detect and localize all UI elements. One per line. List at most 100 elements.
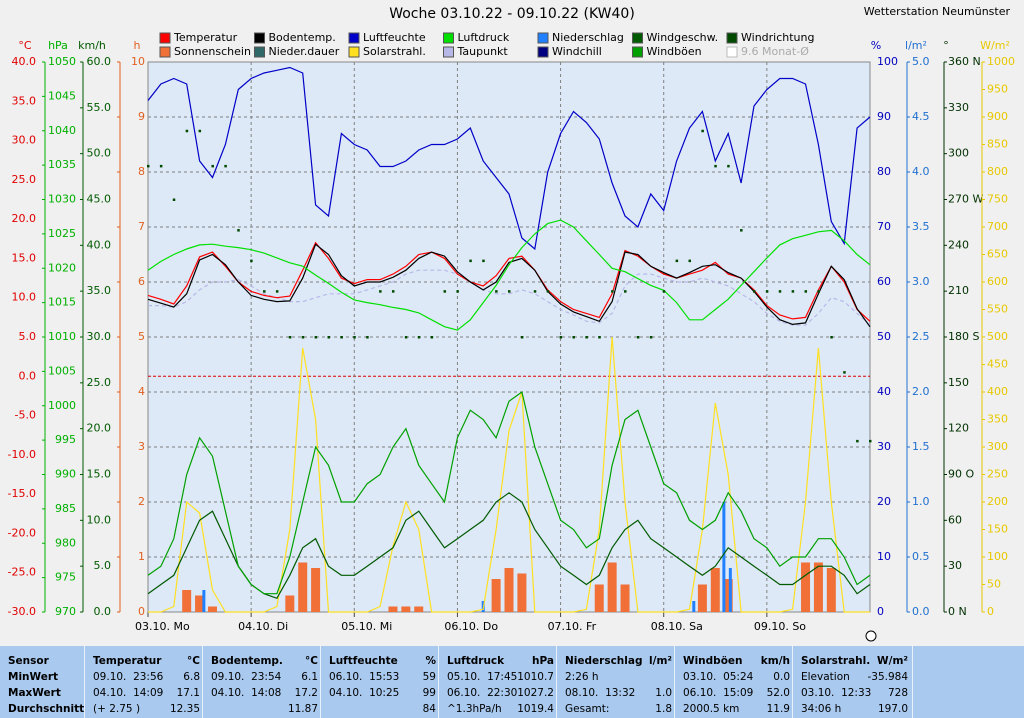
y-tick-label: 50: [987, 578, 1001, 591]
series-line: [147, 243, 871, 328]
wind-dot: [430, 336, 434, 339]
y-tick-label: 985: [55, 502, 76, 515]
table-cell: 6.1: [301, 671, 318, 683]
table-cell: 0.0: [773, 671, 790, 683]
y-tick-label: 650: [987, 248, 1008, 261]
wind-dot: [263, 290, 266, 293]
wind-dot: [778, 290, 782, 293]
legend-label: Windgeschw.: [647, 31, 719, 44]
wind-dot: [546, 290, 550, 293]
table-cell: 06.10. 15:09: [683, 687, 754, 699]
y-tick-label: 1040: [48, 124, 76, 137]
series-line: [147, 66, 871, 251]
bar: [607, 562, 617, 612]
y-tick-label: -30.0: [8, 605, 36, 618]
table-cell: 59: [422, 671, 436, 683]
icon[interactable]: [865, 630, 877, 642]
table-cell: Bodentemp.: [211, 655, 283, 667]
x-tick-label: 05.10. Mi: [341, 620, 392, 633]
wind-dot: [198, 129, 202, 133]
y-tick-label: 1005: [48, 364, 76, 377]
legend-swatch: [726, 32, 738, 44]
y-tick-label: -15.0: [8, 487, 36, 500]
table-cell: 17.2: [294, 687, 318, 699]
bar: [710, 568, 720, 612]
y-tick-label: 5: [138, 330, 145, 343]
wind-dot: [520, 336, 524, 339]
bar: [285, 595, 295, 612]
column-divider: [674, 646, 675, 718]
y-tick-label: 15.0: [12, 251, 37, 264]
y-tick-label: -20.0: [8, 526, 36, 539]
y-tick-label: 980: [55, 536, 76, 549]
column-divider: [84, 646, 85, 718]
station: Wetterstation Neumünster: [864, 5, 1011, 18]
y-tick-label: 55.0: [87, 101, 112, 114]
table-cell: Luftdruck: [447, 655, 505, 667]
y-tick-label: 1035: [48, 158, 76, 171]
y-tick-label: 10.0: [12, 291, 37, 304]
y-tick-label: 900: [987, 110, 1008, 123]
axis-title: W/m²: [980, 39, 1010, 52]
table-cell: 17.1: [176, 687, 200, 699]
y-tick-label: 10: [877, 550, 891, 563]
table-cell: 06.10. 15:53: [329, 671, 400, 683]
wind-dot: [172, 198, 176, 201]
bar: [401, 606, 411, 612]
y-tick-label: 210: [948, 284, 969, 297]
legend-label: Temperatur: [173, 31, 238, 44]
wind-dot: [250, 259, 253, 263]
wind-dot: [559, 336, 563, 339]
legend-swatch: [537, 46, 549, 58]
wind-dot: [495, 290, 498, 293]
y-tick-label: 270 W: [948, 193, 983, 206]
table-cell: 09.10. 23:54: [211, 671, 282, 683]
table-cell: 11.9: [766, 703, 790, 715]
legend-label: Taupunkt: [457, 45, 509, 58]
y-tick-label: 800: [987, 165, 1008, 178]
chart: Woche 03.10.22 - 09.10.22 (KW40) Wetters…: [8, 5, 1015, 642]
y-tick-label: 30: [877, 440, 891, 453]
table-cell: 12.35: [169, 703, 200, 715]
bar: [207, 606, 217, 612]
y-tick-label: 2: [138, 495, 145, 508]
table-cell: Elevation: [801, 671, 850, 683]
bar: [728, 568, 732, 612]
bar: [517, 573, 527, 612]
wind-dot: [688, 259, 691, 263]
bar: [801, 562, 811, 612]
table-cell: 04.10. 14:08: [211, 687, 282, 699]
y-tick-label: 9: [138, 110, 145, 123]
wind-dot: [585, 336, 588, 339]
y-tick-label: 90: [877, 110, 891, 123]
wind-dot: [611, 290, 614, 293]
wind-dot: [211, 164, 214, 168]
y-tick-label: 40.0: [12, 55, 37, 68]
table-cell: W/m²: [877, 655, 908, 667]
legend-swatch: [726, 46, 738, 58]
table-cell: 05.10. 17:45: [447, 671, 518, 683]
wind-dot: [391, 290, 395, 293]
series-line: [148, 269, 871, 326]
column-divider: [792, 646, 793, 718]
wind-dot: [843, 371, 846, 374]
y-tick-label: 1000: [987, 55, 1015, 68]
table-cell: 728: [887, 687, 908, 699]
wind-dot: [185, 129, 189, 133]
y-tick-label: 1025: [48, 227, 76, 240]
table-cell: ^1.3hPa/h: [447, 703, 502, 715]
y-tick-label: 7: [138, 220, 145, 233]
y-tick-label: 1000: [48, 399, 76, 412]
y-tick-label: 2.0: [912, 385, 930, 398]
table-cell: 52.0: [766, 687, 790, 699]
y-tick-label: 970: [55, 605, 76, 618]
legend-label: Sonnenschein: [174, 45, 251, 58]
wind-dot: [727, 164, 730, 168]
table-cell: 03.10. 05:24: [683, 671, 754, 683]
y-tick-label: 50: [877, 330, 891, 343]
legend-swatch: [537, 32, 549, 44]
y-tick-label: 180 S: [948, 330, 979, 343]
y-tick-label: 90 O: [948, 468, 974, 481]
legend-swatch: [254, 46, 265, 58]
table-cell: 2000.5 km: [683, 703, 740, 715]
